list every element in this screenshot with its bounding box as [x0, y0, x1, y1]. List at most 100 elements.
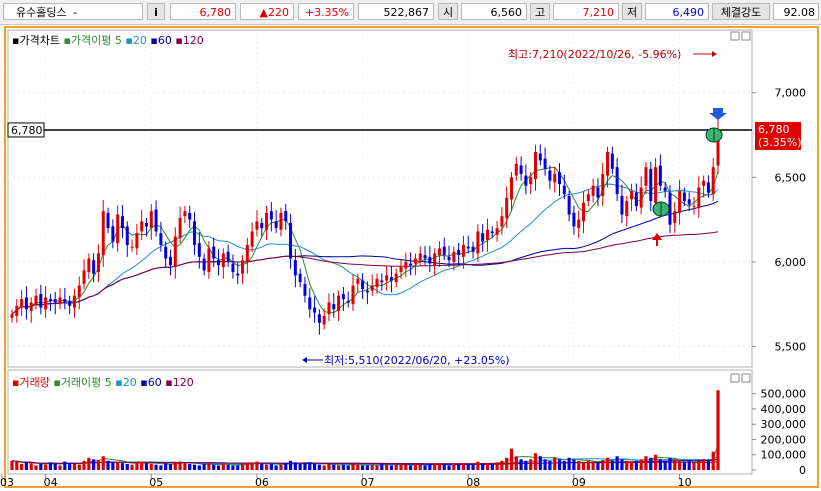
candle-body [154, 209, 158, 232]
volume-bar [106, 460, 110, 470]
stock-name-field[interactable]: 유수홀딩스 - [3, 3, 143, 20]
candle-body [298, 273, 302, 283]
volume-bar [716, 390, 720, 470]
volume-bar [183, 463, 187, 470]
volume-bar [634, 460, 638, 470]
chart-frame [4, 26, 819, 488]
candle-body [385, 275, 389, 281]
candle-body [716, 129, 720, 166]
volume-bar [332, 464, 336, 470]
candle-body [481, 233, 485, 242]
price-panel-close-button[interactable] [741, 31, 751, 41]
volume-bar [687, 460, 691, 470]
volume-bar [553, 457, 557, 470]
candle-body [654, 167, 658, 203]
candle-body [423, 255, 427, 259]
candle-body [63, 299, 67, 303]
volume-bar [149, 463, 153, 470]
candle-body [476, 231, 480, 254]
volume-bar [620, 459, 624, 470]
candle-body [327, 302, 331, 315]
volume-bar [284, 463, 288, 470]
grid [1, 32, 752, 367]
candle-body [577, 219, 581, 229]
volume-bar [409, 465, 413, 470]
current-price-tag-change: (3.35%) [758, 136, 802, 149]
low-annotation: 최저:5,510(2022/06/20, +23.05%) [324, 354, 510, 367]
candle-body [269, 211, 273, 220]
candle-body [120, 216, 124, 229]
candle-body [39, 294, 43, 308]
volume-bar [601, 460, 605, 470]
candle-body [53, 299, 57, 303]
volume-ma-120-line [11, 460, 719, 465]
volume-bar [394, 464, 398, 470]
price-axis-label: 5,500 [775, 340, 807, 353]
volume-panel-close-button[interactable] [741, 373, 751, 383]
candle-body [673, 211, 677, 223]
volume-legend-ma: 거래이평 [60, 376, 102, 389]
price-panel-minimize-button[interactable] [730, 31, 740, 41]
candle-body [394, 273, 398, 283]
volume-bar [466, 463, 470, 470]
info-button[interactable]: i [147, 3, 165, 20]
candle-body [346, 300, 350, 303]
candle-body [193, 221, 197, 245]
current-price-left-label: 6,780 [11, 124, 43, 137]
time-axis-label: 06 [255, 476, 269, 489]
candle-body [461, 244, 465, 257]
candle-body [630, 190, 634, 200]
volume-panel-minimize-button[interactable] [730, 373, 740, 383]
sell-signal-arrow-icon [709, 108, 727, 120]
volume-bar [471, 464, 475, 470]
volume-bar [673, 459, 677, 470]
volume-bar [346, 465, 350, 470]
price-axis-label: 7,000 [775, 87, 807, 100]
candle-body [644, 167, 648, 186]
candle-body [524, 175, 528, 186]
candle-body [490, 231, 494, 234]
candle-body [116, 214, 120, 244]
candle-body [606, 151, 610, 176]
volume-bar [447, 465, 451, 470]
volume-bar [356, 464, 360, 470]
candle-body [111, 226, 115, 242]
volume-axis-label: 300,000 [761, 418, 807, 431]
volume-bar [605, 457, 610, 470]
candle-body [72, 295, 76, 308]
volume-bar [92, 459, 96, 470]
volume-bar [44, 464, 48, 470]
candle-body [164, 246, 168, 259]
candle-body [447, 256, 451, 261]
candle-body [625, 201, 629, 217]
price-plot-area[interactable] [7, 29, 753, 368]
volume-bar [711, 451, 715, 470]
candle-body [562, 185, 566, 195]
candle-body [260, 222, 264, 229]
candle-body [452, 251, 456, 262]
candle-body [226, 251, 230, 262]
volume-bar [476, 461, 480, 470]
volume-bar [111, 461, 115, 470]
candle-body [279, 212, 283, 230]
volume-bar [610, 460, 614, 470]
volume-bar [481, 463, 485, 470]
candle-body [678, 190, 682, 213]
volume-bar [226, 464, 230, 470]
volume-bar [135, 462, 139, 470]
volume-axis-label: 0 [799, 464, 806, 477]
volume-bar [365, 465, 370, 470]
volume-bar [437, 463, 442, 470]
candle-body [505, 197, 509, 218]
volume-bar [423, 465, 427, 470]
volume-bar [207, 463, 211, 470]
volume-bar [168, 463, 173, 470]
candle-body [692, 206, 696, 208]
volume-legend: ▪거래량 ▪거래이평 5 ▪20 ▪60 ▪120 [12, 376, 194, 389]
low-label: 저 [622, 3, 642, 20]
stock-name-suffix: - [73, 6, 78, 19]
volume-plot-area[interactable] [7, 369, 753, 475]
candle-body [365, 290, 369, 293]
volume-bar [322, 465, 326, 470]
